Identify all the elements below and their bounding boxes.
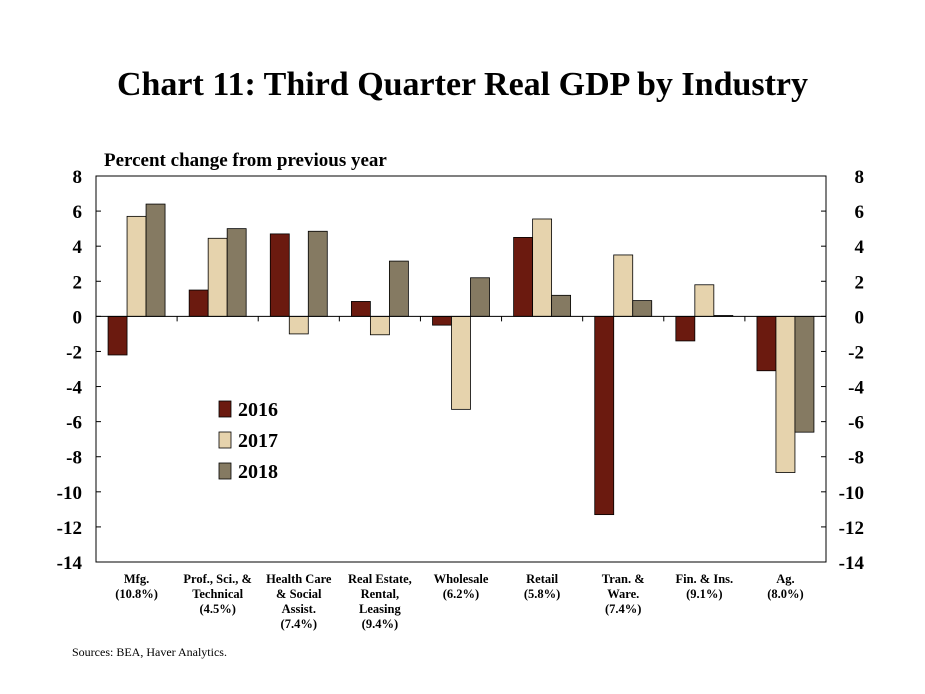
left-tick-label: -12 — [57, 518, 82, 539]
bar-2016-6 — [513, 237, 534, 317]
right-tick-label: -4 — [848, 378, 864, 399]
legend-swatch-2017 — [218, 431, 232, 449]
left-tick-label: -4 — [66, 378, 82, 399]
left-tick-label: -8 — [66, 448, 82, 469]
legend-label-2017: 2017 — [238, 430, 278, 452]
right-tick-label: 8 — [855, 167, 865, 188]
left-tick-label: 0 — [73, 307, 83, 328]
bar-2016-3 — [269, 233, 290, 317]
chart-title: Chart 11: Third Quarter Real GDP by Indu… — [116, 66, 809, 103]
legend: 2016 2017 2018 — [218, 399, 278, 483]
category-label: Retail (5.8%) — [524, 572, 560, 601]
left-tick-label: 4 — [73, 237, 83, 258]
bar-2017-1 — [126, 215, 147, 317]
bar-2018-1 — [145, 203, 166, 317]
bar-2016-1 — [107, 315, 128, 356]
bar-2016-4 — [350, 301, 371, 317]
bar-2018-5 — [470, 277, 490, 317]
left-tick-label: -10 — [57, 483, 82, 504]
left-tick-label: 2 — [73, 272, 83, 293]
legend-label-2016: 2016 — [238, 399, 278, 421]
right-tick-label: -14 — [839, 553, 865, 574]
bar-2017-7 — [613, 254, 634, 317]
bar-2017-5 — [451, 315, 471, 410]
category-label: Mfg. (10.8%) — [115, 572, 158, 601]
category-label: Ag. (8.0%) — [767, 572, 803, 601]
legend-swatch-2018 — [218, 462, 232, 480]
category-label: Wholesale (6.2%) — [434, 572, 489, 601]
right-tick-label: -2 — [848, 342, 864, 363]
left-tick-label: -2 — [66, 342, 82, 363]
left-tick-label: 8 — [73, 167, 83, 188]
plot-frame — [95, 175, 827, 563]
legend-label-2018: 2018 — [238, 461, 278, 483]
right-tick-labels: 8 6 4 2 0 -2 -4 -6 -8 -10 -12 -14 — [839, 167, 865, 574]
bar-2018-4 — [388, 260, 409, 317]
bar-2017-6 — [532, 218, 553, 317]
right-tick-label: -8 — [848, 448, 864, 469]
bar-2018-6 — [551, 294, 572, 317]
right-tick-label: -10 — [839, 483, 864, 504]
bar-2016-5 — [432, 315, 452, 326]
bar-2017-2 — [207, 237, 228, 317]
category-label: Fin. & Ins. (9.1%) — [676, 572, 734, 601]
source-note: Sources: BEA, Haver Analytics. — [72, 645, 227, 659]
right-tick-label: 0 — [855, 307, 865, 328]
bar-2018-3 — [307, 230, 328, 317]
right-tick-label: 2 — [855, 272, 865, 293]
bar-2016-9 — [756, 315, 777, 372]
right-tick-label: 6 — [855, 202, 865, 223]
bar-2016-7 — [594, 315, 615, 516]
category-label: Real Estate, Rental, Leasing (9.4%) — [348, 572, 412, 631]
bar-2018-7 — [632, 300, 653, 317]
category-label: Prof., Sci., & Technical (4.5%) — [183, 572, 252, 616]
left-tick-labels: 8 6 4 2 0 -2 -4 -6 -8 -10 -12 -14 — [57, 167, 83, 574]
right-tick-label: 4 — [855, 237, 865, 258]
bar-2017-8 — [694, 284, 715, 317]
y-axis-label: Percent change from previous year — [104, 150, 387, 171]
bar-2016-2 — [188, 289, 209, 317]
bar-2018-9 — [794, 315, 815, 433]
bar-2017-3 — [288, 315, 309, 335]
bar-2018-2 — [226, 228, 247, 317]
bars — [107, 203, 815, 516]
right-tick-label: -6 — [848, 413, 864, 434]
left-tick-label: 6 — [73, 202, 83, 223]
left-tick-label: -6 — [66, 413, 82, 434]
bar-2016-8 — [675, 315, 696, 342]
category-label: Health Care & Social Assist. (7.4%) — [266, 572, 332, 631]
right-tick-label: -12 — [839, 518, 864, 539]
bar-2017-9 — [775, 315, 796, 473]
legend-swatch-2016 — [218, 400, 232, 418]
category-labels: Mfg. (10.8%) Prof., Sci., & Technical (4.5%)… — [115, 572, 803, 631]
axes — [95, 175, 827, 563]
category-label: Tran. & Ware. (7.4%) — [602, 572, 645, 616]
left-tick-label: -14 — [57, 553, 83, 574]
bar-2017-4 — [369, 315, 390, 336]
